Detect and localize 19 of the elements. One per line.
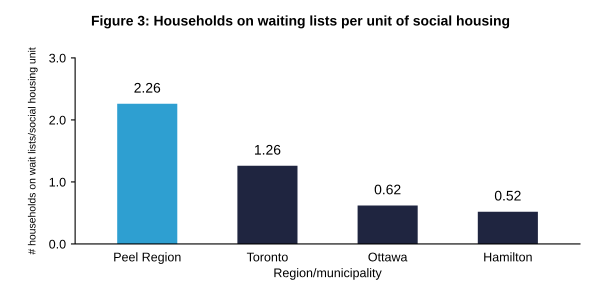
- bar: [358, 205, 418, 244]
- y-axis-title: # households on wait lists/social housing unit: [28, 47, 38, 255]
- y-tick-label: 2.0: [49, 116, 66, 125]
- bar: [237, 166, 298, 244]
- x-tick-label: Peel Region: [114, 252, 180, 264]
- y-tick-label: 0.0: [49, 240, 66, 249]
- y-tick-label: 3.0: [49, 54, 66, 63]
- data-label: 2.26: [134, 82, 160, 93]
- y-tick-label: 1.0: [50, 178, 66, 187]
- data-label: 0.52: [494, 190, 521, 201]
- x-tick-label: Hamilton: [484, 252, 532, 262]
- bar: [117, 104, 178, 244]
- bar: [478, 212, 538, 244]
- x-tick-label: Ottawa: [368, 252, 408, 262]
- data-label: 1.26: [254, 144, 280, 155]
- x-axis-title: Region/municipality: [274, 268, 382, 280]
- data-label: 0.62: [374, 184, 400, 194]
- chart-title: Figure 3: Households on waiting lists per unit of social housing: [92, 15, 510, 28]
- x-tick-label: Toronto: [246, 252, 288, 262]
